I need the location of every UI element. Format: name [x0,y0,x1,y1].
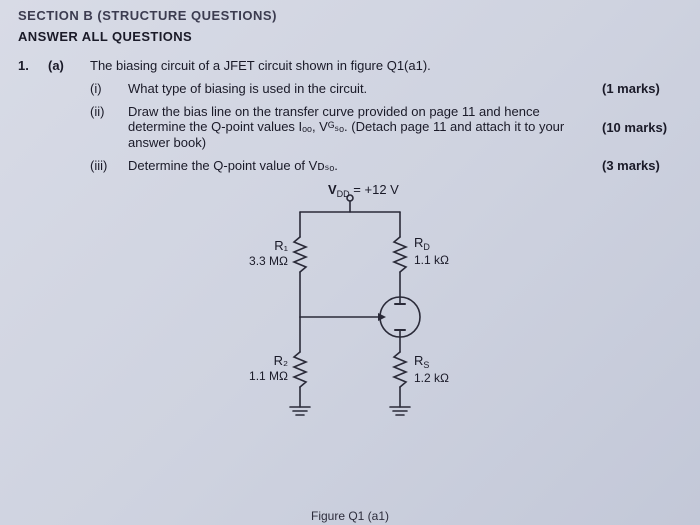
rd-label: RD [414,235,430,252]
sub-text: Draw the bias line on the transfer curve… [128,104,602,150]
q1-ii-row: (ii) Draw the bias line on the transfer … [18,104,682,150]
q-intro: The biasing circuit of a JFET circuit sh… [90,58,602,73]
r2-label: R₂ [274,353,288,368]
sub-id: (iii) [90,158,128,173]
vdd-label: VDD = +12 V [328,182,399,199]
r2-value: 1.1 MΩ [249,369,288,383]
sub-text: Determine the Q-point value of Vᴅₛₒ. [128,158,602,174]
sub-id: (ii) [90,104,128,119]
r1-value: 3.3 MΩ [249,254,288,268]
figure-q1a1: VDD = +12 V R₁ 3.3 MΩ RD 1.1 kΩ R₂ 1.1 M… [18,182,682,442]
exam-page: SECTION B (STRUCTURE QUESTIONS) ANSWER A… [0,0,700,525]
question-1: 1. (a) The biasing circuit of a JFET cir… [18,58,682,174]
sub-marks: (3 marks) [602,158,682,173]
circuit-svg: VDD = +12 V R₁ 3.3 MΩ RD 1.1 kΩ R₂ 1.1 M… [200,182,500,442]
q-part: (a) [48,58,90,73]
section-header: SECTION B (STRUCTURE QUESTIONS) [18,8,682,23]
q1-iii-row: (iii) Determine the Q-point value of Vᴅₛ… [18,158,682,174]
sub-marks: (10 marks) [602,120,682,135]
rd-value: 1.1 kΩ [414,253,449,267]
figure-caption: Figure Q1 (a1) [0,509,700,523]
rs-label: RS [414,353,429,370]
sub-marks: (1 marks) [602,81,682,96]
q1-intro-row: 1. (a) The biasing circuit of a JFET cir… [18,58,682,73]
q1-i-row: (i) What type of biasing is used in the … [18,81,682,96]
answer-all: ANSWER ALL QUESTIONS [18,29,682,44]
rs-value: 1.2 kΩ [414,371,449,385]
q-number: 1. [18,58,48,73]
r1-label: R₁ [274,238,288,253]
sub-text: What type of biasing is used in the circ… [128,81,602,96]
sub-id: (i) [90,81,128,96]
section-title: SECTION B (STRUCTURE QUESTIONS) [18,8,277,23]
